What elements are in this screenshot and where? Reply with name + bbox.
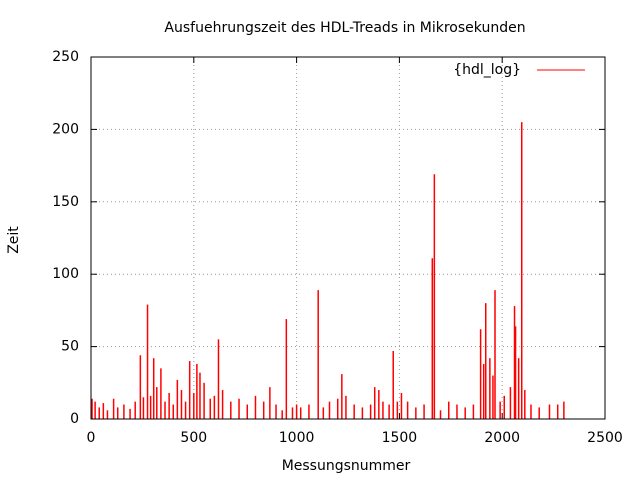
y-tick-label: 250 (52, 49, 79, 65)
y-tick-label: 0 (70, 411, 79, 427)
x-tick-label: 500 (180, 430, 207, 446)
y-tick-label: 150 (52, 194, 79, 210)
x-tick-label: 2000 (484, 430, 520, 446)
x-tick-label: 2500 (587, 430, 623, 446)
x-tick-label: 1500 (382, 430, 418, 446)
y-tick-label: 200 (52, 121, 79, 137)
y-axis-label: Zeit (6, 226, 22, 254)
x-axis-label: Messungsnummer (282, 458, 411, 474)
y-tick-label: 50 (61, 339, 79, 355)
legend-label: {hdl_log} (453, 62, 521, 78)
chart-title: Ausfuehrungszeit des HDL-Treads in Mikro… (164, 20, 525, 36)
x-tick-label: 1000 (279, 430, 315, 446)
y-tick-label: 100 (52, 266, 79, 282)
plot-frame (90, 56, 606, 420)
x-tick-label: 0 (87, 430, 96, 446)
